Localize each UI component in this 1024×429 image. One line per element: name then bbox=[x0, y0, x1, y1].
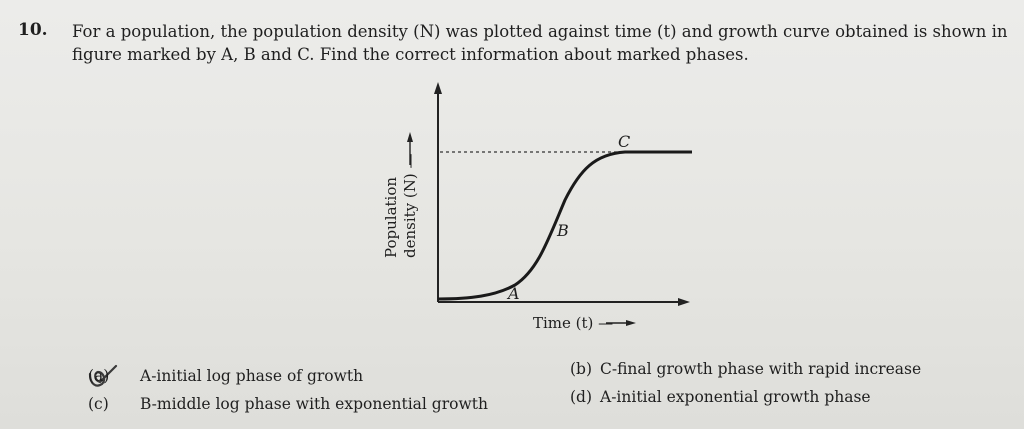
y-axis-arrow bbox=[434, 82, 442, 94]
question-line-1: For a population, the population density… bbox=[72, 22, 1008, 41]
y-label-arrow-head bbox=[407, 132, 413, 142]
y-axis-label: Population density (N) — bbox=[382, 153, 420, 258]
x-axis-label: Time (t) — bbox=[533, 314, 614, 332]
sigmoid-curve bbox=[437, 150, 692, 301]
growth-curve-svg bbox=[407, 82, 692, 326]
option-a-key: (a) bbox=[88, 367, 110, 385]
option-d-text: A-initial exponential growth phase bbox=[600, 388, 871, 406]
x-label-arrow-head bbox=[626, 320, 636, 326]
answer-tick-mark bbox=[88, 364, 118, 387]
option-d[interactable]: (d) A-initial exponential growth phase bbox=[570, 388, 871, 406]
option-b-text: C-final growth phase with rapid increase bbox=[600, 360, 922, 378]
option-a-text: A-initial log phase of growth bbox=[140, 367, 364, 385]
option-c-text: B-middle log phase with exponential grow… bbox=[140, 395, 488, 413]
x-axis-arrow bbox=[678, 298, 690, 306]
question-number: 10. bbox=[18, 20, 48, 40]
y-axis-label-line-1: Population bbox=[382, 176, 400, 258]
option-a[interactable]: (a) A-initial log phase of growth bbox=[88, 367, 363, 385]
point-c-label: C bbox=[618, 132, 631, 151]
option-b[interactable]: (b) C-final growth phase with rapid incre… bbox=[570, 360, 921, 378]
y-axis-label-line-2: density (N) — bbox=[401, 153, 419, 258]
option-d-key: (d) bbox=[570, 388, 593, 406]
question-text: For a population, the population density… bbox=[72, 20, 1008, 66]
point-a-label: A bbox=[508, 284, 520, 303]
question-line-2: figure marked by A, B and C. Find the co… bbox=[72, 45, 749, 64]
option-c-key: (c) bbox=[88, 395, 109, 413]
option-b-key: (b) bbox=[570, 360, 593, 378]
option-c[interactable]: (c) B-middle log phase with exponential g… bbox=[88, 395, 488, 413]
point-b-label: B bbox=[557, 221, 569, 240]
growth-curve-figure bbox=[370, 80, 710, 340]
